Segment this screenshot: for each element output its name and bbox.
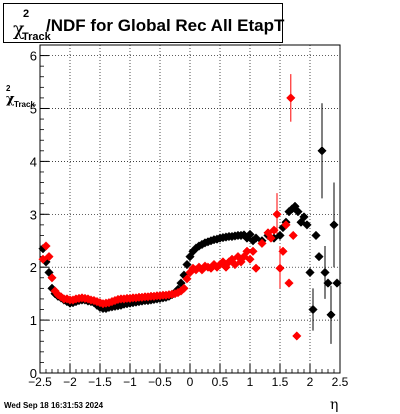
red-data-point	[245, 254, 255, 264]
y-tick-label: 0	[30, 366, 37, 381]
chart-title-box: χ 2 Track /NDF for Global Rec All EtapT	[3, 3, 285, 43]
y-tick-label: 1	[30, 313, 37, 328]
red-data-point	[179, 283, 189, 294]
x-tick-label: 2	[307, 375, 314, 389]
black-data-point	[332, 278, 342, 288]
red-data-point	[292, 331, 302, 341]
black-data-point	[302, 220, 312, 230]
y-axis-label-chi: χ	[6, 92, 15, 107]
red-data-point	[288, 230, 298, 241]
x-tick-label: −1	[123, 375, 137, 389]
red-data-point	[275, 263, 285, 273]
y-tick-label: 6	[30, 49, 37, 64]
x-axis-label: η	[330, 397, 339, 413]
title-chi-symbol: χ	[13, 18, 25, 40]
black-data-point	[182, 259, 192, 270]
red-data-point	[272, 209, 282, 219]
red-data-point	[47, 273, 57, 283]
black-data-point	[305, 267, 315, 278]
black-data-point	[311, 230, 321, 241]
y-tick-label: 4	[30, 154, 37, 169]
x-tick-label: −2	[63, 375, 77, 389]
y-tick-label: 2	[30, 260, 37, 275]
title-chi-superscript: 2	[23, 8, 30, 20]
x-tick-label: 0	[187, 375, 194, 389]
black-data-point	[245, 229, 255, 240]
red-data-point	[257, 238, 267, 249]
footer-timestamp: Wed Sep 18 16:31:53 2024	[4, 401, 104, 410]
red-data-point	[266, 233, 276, 243]
red-data-point	[269, 225, 279, 235]
black-data-point	[299, 212, 309, 222]
red-data-point	[248, 246, 258, 256]
y-axis-label-sub: Track	[14, 100, 35, 109]
x-tick-label: 2.5	[332, 375, 349, 389]
black-data-point	[314, 251, 324, 262]
x-tick-label: 1	[247, 375, 254, 389]
red-data-point	[44, 251, 54, 262]
black-data-point	[323, 278, 333, 288]
black-data-point	[320, 267, 330, 278]
black-data-point	[317, 146, 327, 156]
red-data-point	[278, 246, 288, 256]
title-chi-subscript: Track	[22, 31, 51, 43]
red-data-point	[41, 241, 51, 251]
x-tick-label: −2.5	[28, 375, 52, 389]
red-data-point	[251, 263, 261, 273]
black-data-point	[329, 220, 339, 230]
black-data-point	[275, 230, 285, 241]
red-data-point	[281, 220, 291, 230]
red-data-point	[182, 274, 192, 284]
red-data-point	[284, 278, 294, 288]
black-data-point	[308, 304, 318, 315]
x-tick-label: 0.5	[212, 375, 229, 389]
y-tick-label: 3	[30, 207, 37, 222]
y-axis-label-sup: 2	[6, 84, 11, 93]
x-tick-label: −1.5	[88, 375, 112, 389]
red-data-point	[286, 93, 296, 103]
y-axis-label: χ 2 Track	[2, 52, 38, 162]
chart-title: /NDF for Global Rec All EtapT	[46, 16, 285, 35]
y-tick-label: 5	[30, 101, 37, 116]
black-data-point	[326, 310, 336, 320]
black-data-point	[293, 206, 303, 217]
x-tick-label: 1.5	[272, 375, 289, 389]
x-tick-label: −0.5	[148, 375, 172, 389]
